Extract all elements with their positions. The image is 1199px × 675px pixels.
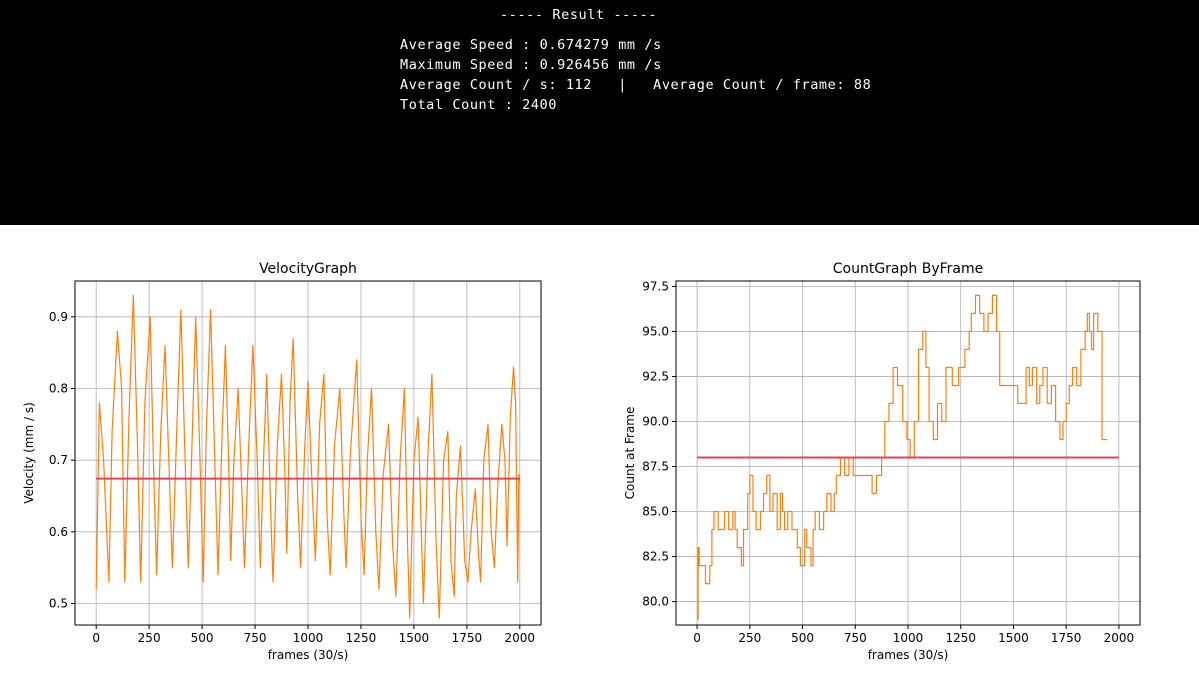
- chart2-ylabel: Count at Frame: [623, 407, 637, 500]
- chart1-xtick-label: 250: [138, 631, 161, 645]
- chart2-xlabel: frames (30/s): [868, 648, 949, 662]
- result-panel: ----- Result ----- Average Speed : 0.674…: [0, 0, 1199, 225]
- chart2-xtick-label: 1000: [893, 631, 924, 645]
- charts-area: 0 250 500 750 1000 1250 1500 1750 2000 0.5 0.6 0.7 0…: [22, 261, 1141, 662]
- result-line-total-count: Total Count : 2400: [400, 97, 558, 113]
- chart1-ytick-label: 0.7: [49, 453, 68, 467]
- chart2-xtick-label: 500: [791, 631, 814, 645]
- result-line-maximum-speed: Maximum Speed : 0.926456 mm /s: [400, 57, 662, 73]
- chart1-xtick-label: 0: [92, 631, 100, 645]
- chart1-ytick-label: 0.6: [49, 525, 68, 539]
- chart2-title: CountGraph ByFrame: [833, 261, 983, 277]
- chart2-ytick-label: 85.0: [642, 505, 669, 519]
- chart2-ytick-label: 92.5: [642, 369, 669, 383]
- chart2-xtick-label: 0: [693, 631, 701, 645]
- chart2-xtick-label: 1750: [1051, 631, 1082, 645]
- chart1-xtick-label: 2000: [505, 631, 536, 645]
- result-line-average-count: Average Count / s: 112 | Average Count /…: [400, 77, 872, 93]
- chart1-xtick-label: 500: [191, 631, 214, 645]
- chart1-xtick-label: 1500: [399, 631, 430, 645]
- chart2-ytick-label: 97.5: [642, 279, 669, 293]
- chart2-xtick-label: 1500: [998, 631, 1029, 645]
- chart2-xtick-label: 250: [738, 631, 761, 645]
- chart1-ytick-label: 0.8: [49, 382, 68, 396]
- chart2-ytick-label: 82.5: [642, 550, 669, 564]
- chart1-xtick-label: 1250: [346, 631, 377, 645]
- chart1: 0 250 500 750 1000 1250 1500 1750 2000 0.5 0.6 0.7 0…: [22, 261, 542, 662]
- chart1-ytick-label: 0.9: [49, 310, 68, 324]
- chart1-ytick-label: 0.5: [49, 597, 68, 611]
- chart2-ytick-label: 87.5: [642, 460, 669, 474]
- result-line-average-speed: Average Speed : 0.674279 mm /s: [400, 37, 662, 53]
- chart2-series-data: [697, 294, 1108, 621]
- chart2-xtick-label: 2000: [1104, 631, 1135, 645]
- chart1-xtick-label: 750: [244, 631, 267, 645]
- chart1-series-data: [95, 294, 521, 619]
- chart2-ytick-label: 95.0: [642, 324, 669, 338]
- chart2-ytick-label: 90.0: [642, 414, 669, 428]
- chart2: 0 250 500 750 1000 1250 1500 1750 2000 80.0 82.5 85…: [623, 261, 1141, 662]
- chart2-xtick-label: 1250: [945, 631, 976, 645]
- chart2-xtick-label: 750: [844, 631, 867, 645]
- chart1-ylabel: Velocity (mm / s): [22, 402, 36, 504]
- chart1-xtick-label: 1750: [452, 631, 483, 645]
- chart1-xtick-label: 1000: [293, 631, 324, 645]
- chart1-title: VelocityGraph: [259, 261, 357, 277]
- chart1-xlabel: frames (30/s): [268, 648, 349, 662]
- chart2-ytick-label: 80.0: [642, 595, 669, 609]
- result-header: ----- Result -----: [500, 7, 658, 23]
